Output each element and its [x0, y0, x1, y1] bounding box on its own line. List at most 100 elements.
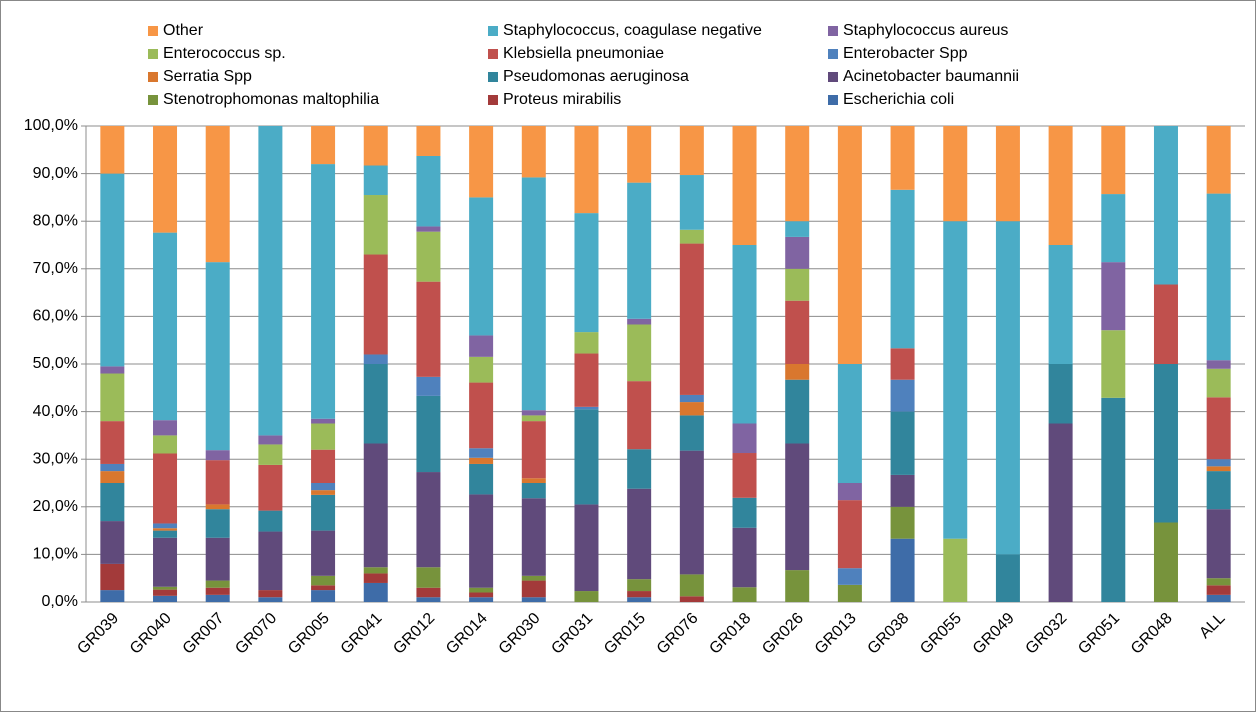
- bar-segment: [732, 587, 757, 602]
- bar-segment: [311, 423, 336, 450]
- bar-segment: [205, 587, 230, 595]
- bar-segment: [153, 530, 178, 538]
- bar-segment: [1101, 194, 1126, 263]
- legend-swatch: [148, 95, 158, 105]
- bar-segment: [890, 506, 915, 539]
- legend-swatch: [828, 49, 838, 59]
- bar-segment: [100, 126, 125, 174]
- legend-label: Enterococcus sp.: [163, 45, 286, 62]
- bar-segment: [153, 453, 178, 524]
- legend-label: Klebsiella pneumoniae: [503, 45, 664, 62]
- bar-segment: [521, 483, 546, 499]
- bar-segment: [469, 356, 494, 383]
- bar-segment: [416, 226, 441, 232]
- bar-segment: [469, 448, 494, 458]
- legend-label: Acinetobacter baumannii: [843, 68, 1019, 85]
- bar-segment: [627, 591, 652, 598]
- bar-segment: [837, 483, 862, 501]
- bar-segment: [995, 554, 1020, 602]
- y-tick-label: 70,0%: [33, 260, 78, 277]
- bar-segment: [205, 580, 230, 588]
- bar-segment: [363, 254, 388, 355]
- bar-segment: [469, 592, 494, 598]
- bar-segment: [574, 332, 599, 354]
- legend-swatch: [148, 49, 158, 59]
- bar-segment: [1206, 368, 1231, 398]
- bar-segment: [258, 126, 283, 436]
- bar-segment: [837, 500, 862, 569]
- bar-segment: [627, 579, 652, 592]
- bar-segment: [258, 531, 283, 591]
- bar-segment: [363, 364, 388, 444]
- bar-segment: [205, 537, 230, 581]
- bar-segment: [416, 395, 441, 473]
- bar-segment: [1206, 126, 1231, 194]
- legend-swatch: [148, 26, 158, 36]
- bar-segment: [785, 221, 810, 237]
- bar-segment: [205, 450, 230, 461]
- bar-segment: [469, 494, 494, 588]
- bar-segment: [100, 590, 125, 602]
- bar-segment: [1206, 459, 1231, 467]
- bar-segment: [311, 126, 336, 165]
- legend-swatch: [488, 26, 498, 36]
- y-tick-label: 10,0%: [33, 546, 78, 563]
- bar-segment: [679, 243, 704, 395]
- bar-segment: [311, 575, 336, 586]
- bar-segment: [311, 490, 336, 495]
- bar-segment: [1048, 126, 1073, 245]
- bar-segment: [363, 443, 388, 568]
- legend-label: Staphylococcus aureus: [843, 22, 1008, 39]
- bar-segment: [837, 584, 862, 602]
- bar-segment: [100, 483, 125, 522]
- bar-segment: [521, 580, 546, 598]
- bar-segment: [679, 126, 704, 176]
- y-tick-label: 0,0%: [42, 593, 78, 610]
- bar-segment: [627, 126, 652, 183]
- y-tick-label: 20,0%: [33, 498, 78, 515]
- bar-segment: [416, 567, 441, 588]
- bar-segment: [1153, 364, 1178, 523]
- bar-segment: [679, 415, 704, 451]
- bar-segment: [890, 538, 915, 602]
- bar-segment: [627, 182, 652, 319]
- bar-segment: [258, 510, 283, 532]
- bar-segment: [679, 402, 704, 416]
- bar-segment: [205, 126, 230, 263]
- legend-swatch: [148, 72, 158, 82]
- legend-swatch: [828, 95, 838, 105]
- bar-segment: [521, 126, 546, 178]
- bar-segment: [311, 585, 336, 591]
- bar-segment: [521, 415, 546, 422]
- bar-segment: [153, 420, 178, 436]
- bar-segment: [416, 126, 441, 156]
- bar-segment: [100, 563, 125, 591]
- bar-segment: [521, 410, 546, 416]
- bar-segment: [679, 175, 704, 230]
- bar-segment: [521, 177, 546, 411]
- bar-segment: [205, 509, 230, 538]
- bar-segment: [311, 590, 336, 602]
- legend-swatch: [828, 72, 838, 82]
- bar-segment: [521, 498, 546, 576]
- bar-segment: [1206, 594, 1231, 602]
- bar-segment: [1206, 360, 1231, 369]
- bar-segment: [679, 394, 704, 403]
- y-tick-label: 30,0%: [33, 450, 78, 467]
- bar-segment: [469, 587, 494, 593]
- legend-label: Proteus mirabilis: [503, 91, 621, 108]
- bar-segment: [311, 449, 336, 483]
- bar-segment: [890, 348, 915, 380]
- y-tick-label: 80,0%: [33, 212, 78, 229]
- bar-segment: [205, 594, 230, 602]
- bar-segment: [1206, 585, 1231, 595]
- bar-segment: [153, 523, 178, 529]
- bar-segment: [890, 379, 915, 412]
- bar-segment: [995, 126, 1020, 222]
- bar-segment: [311, 418, 336, 424]
- bar-segment: [1153, 126, 1178, 285]
- bar-segment: [100, 366, 125, 374]
- bar-segment: [837, 364, 862, 483]
- bar-segment: [153, 232, 178, 421]
- legend-label: Pseudomonas aeruginosa: [503, 68, 689, 85]
